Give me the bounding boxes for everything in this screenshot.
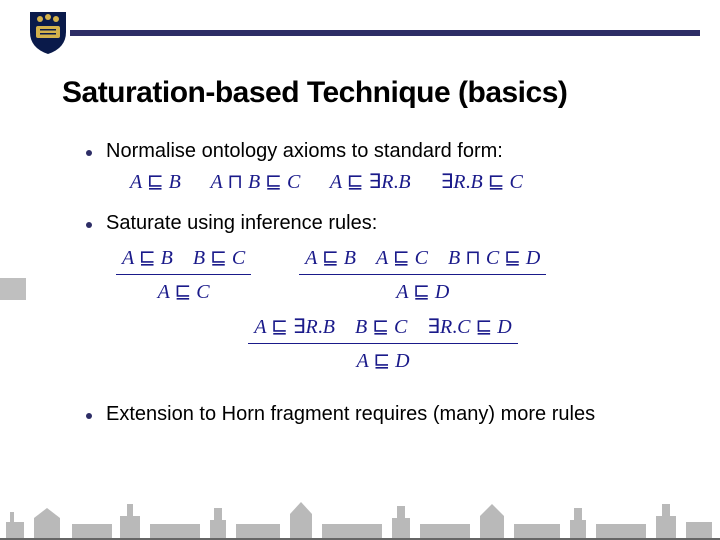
math-expr: A ⊑ B A ⊓ B ⊑ C A ⊑ ∃R.B ∃R.B ⊑ C	[130, 171, 523, 193]
header-rule	[70, 30, 700, 36]
inference-rules-row-2: A ⊑ ∃R.B B ⊑ C ∃R.C ⊑ D A ⊑ D	[86, 314, 680, 373]
nf-2: A ⊓ B ⊑ C	[210, 171, 300, 193]
bullet-dot-icon	[86, 413, 92, 419]
normal-forms: A ⊑ B A ⊓ B ⊑ C A ⊑ ∃R.B ∃R.B ⊑ C	[130, 169, 680, 194]
bullet-item: Saturate using inference rules:	[86, 212, 680, 235]
rule-premises: A ⊑ B B ⊑ C	[116, 245, 251, 272]
rule-divider	[299, 274, 546, 275]
bullet-text: Extension to Horn fragment requires (man…	[106, 403, 595, 426]
rule-conclusion: A ⊑ C	[158, 277, 210, 304]
nf-3: A ⊑ ∃R.B	[330, 171, 411, 193]
bullet-item: Extension to Horn fragment requires (man…	[86, 403, 680, 426]
rule-divider	[248, 343, 517, 344]
bullet-text: Normalise ontology axioms to standard fo…	[106, 140, 503, 163]
slide-title: Saturation-based Technique (basics)	[62, 76, 567, 110]
footer-skyline	[0, 494, 720, 540]
left-grey-tab	[0, 278, 26, 300]
inference-rules-row-1: A ⊑ B B ⊑ C A ⊑ C A ⊑ B A ⊑ C B ⊓ C ⊑ D …	[116, 245, 680, 304]
bullet-dot-icon	[86, 150, 92, 156]
nf-1: A ⊑ B	[130, 171, 181, 193]
bullet-item: Normalise ontology axioms to standard fo…	[86, 140, 680, 163]
rule-divider	[116, 274, 251, 275]
inference-rule: A ⊑ B B ⊑ C A ⊑ C	[116, 245, 251, 304]
bullet-list: Normalise ontology axioms to standard fo…	[86, 140, 680, 432]
rule-premises: A ⊑ B A ⊑ C B ⊓ C ⊑ D	[299, 245, 546, 272]
inference-rule: A ⊑ ∃R.B B ⊑ C ∃R.C ⊑ D A ⊑ D	[248, 314, 517, 373]
rule-conclusion: A ⊑ D	[356, 346, 409, 373]
rule-premises: A ⊑ ∃R.B B ⊑ C ∃R.C ⊑ D	[248, 314, 517, 341]
university-crest	[28, 8, 68, 56]
inference-rule: A ⊑ B A ⊑ C B ⊓ C ⊑ D A ⊑ D	[299, 245, 546, 304]
nf-4: ∃R.B ⊑ C	[441, 171, 523, 193]
rule-conclusion: A ⊑ D	[396, 277, 449, 304]
bullet-dot-icon	[86, 222, 92, 228]
bullet-text: Saturate using inference rules:	[106, 212, 377, 235]
